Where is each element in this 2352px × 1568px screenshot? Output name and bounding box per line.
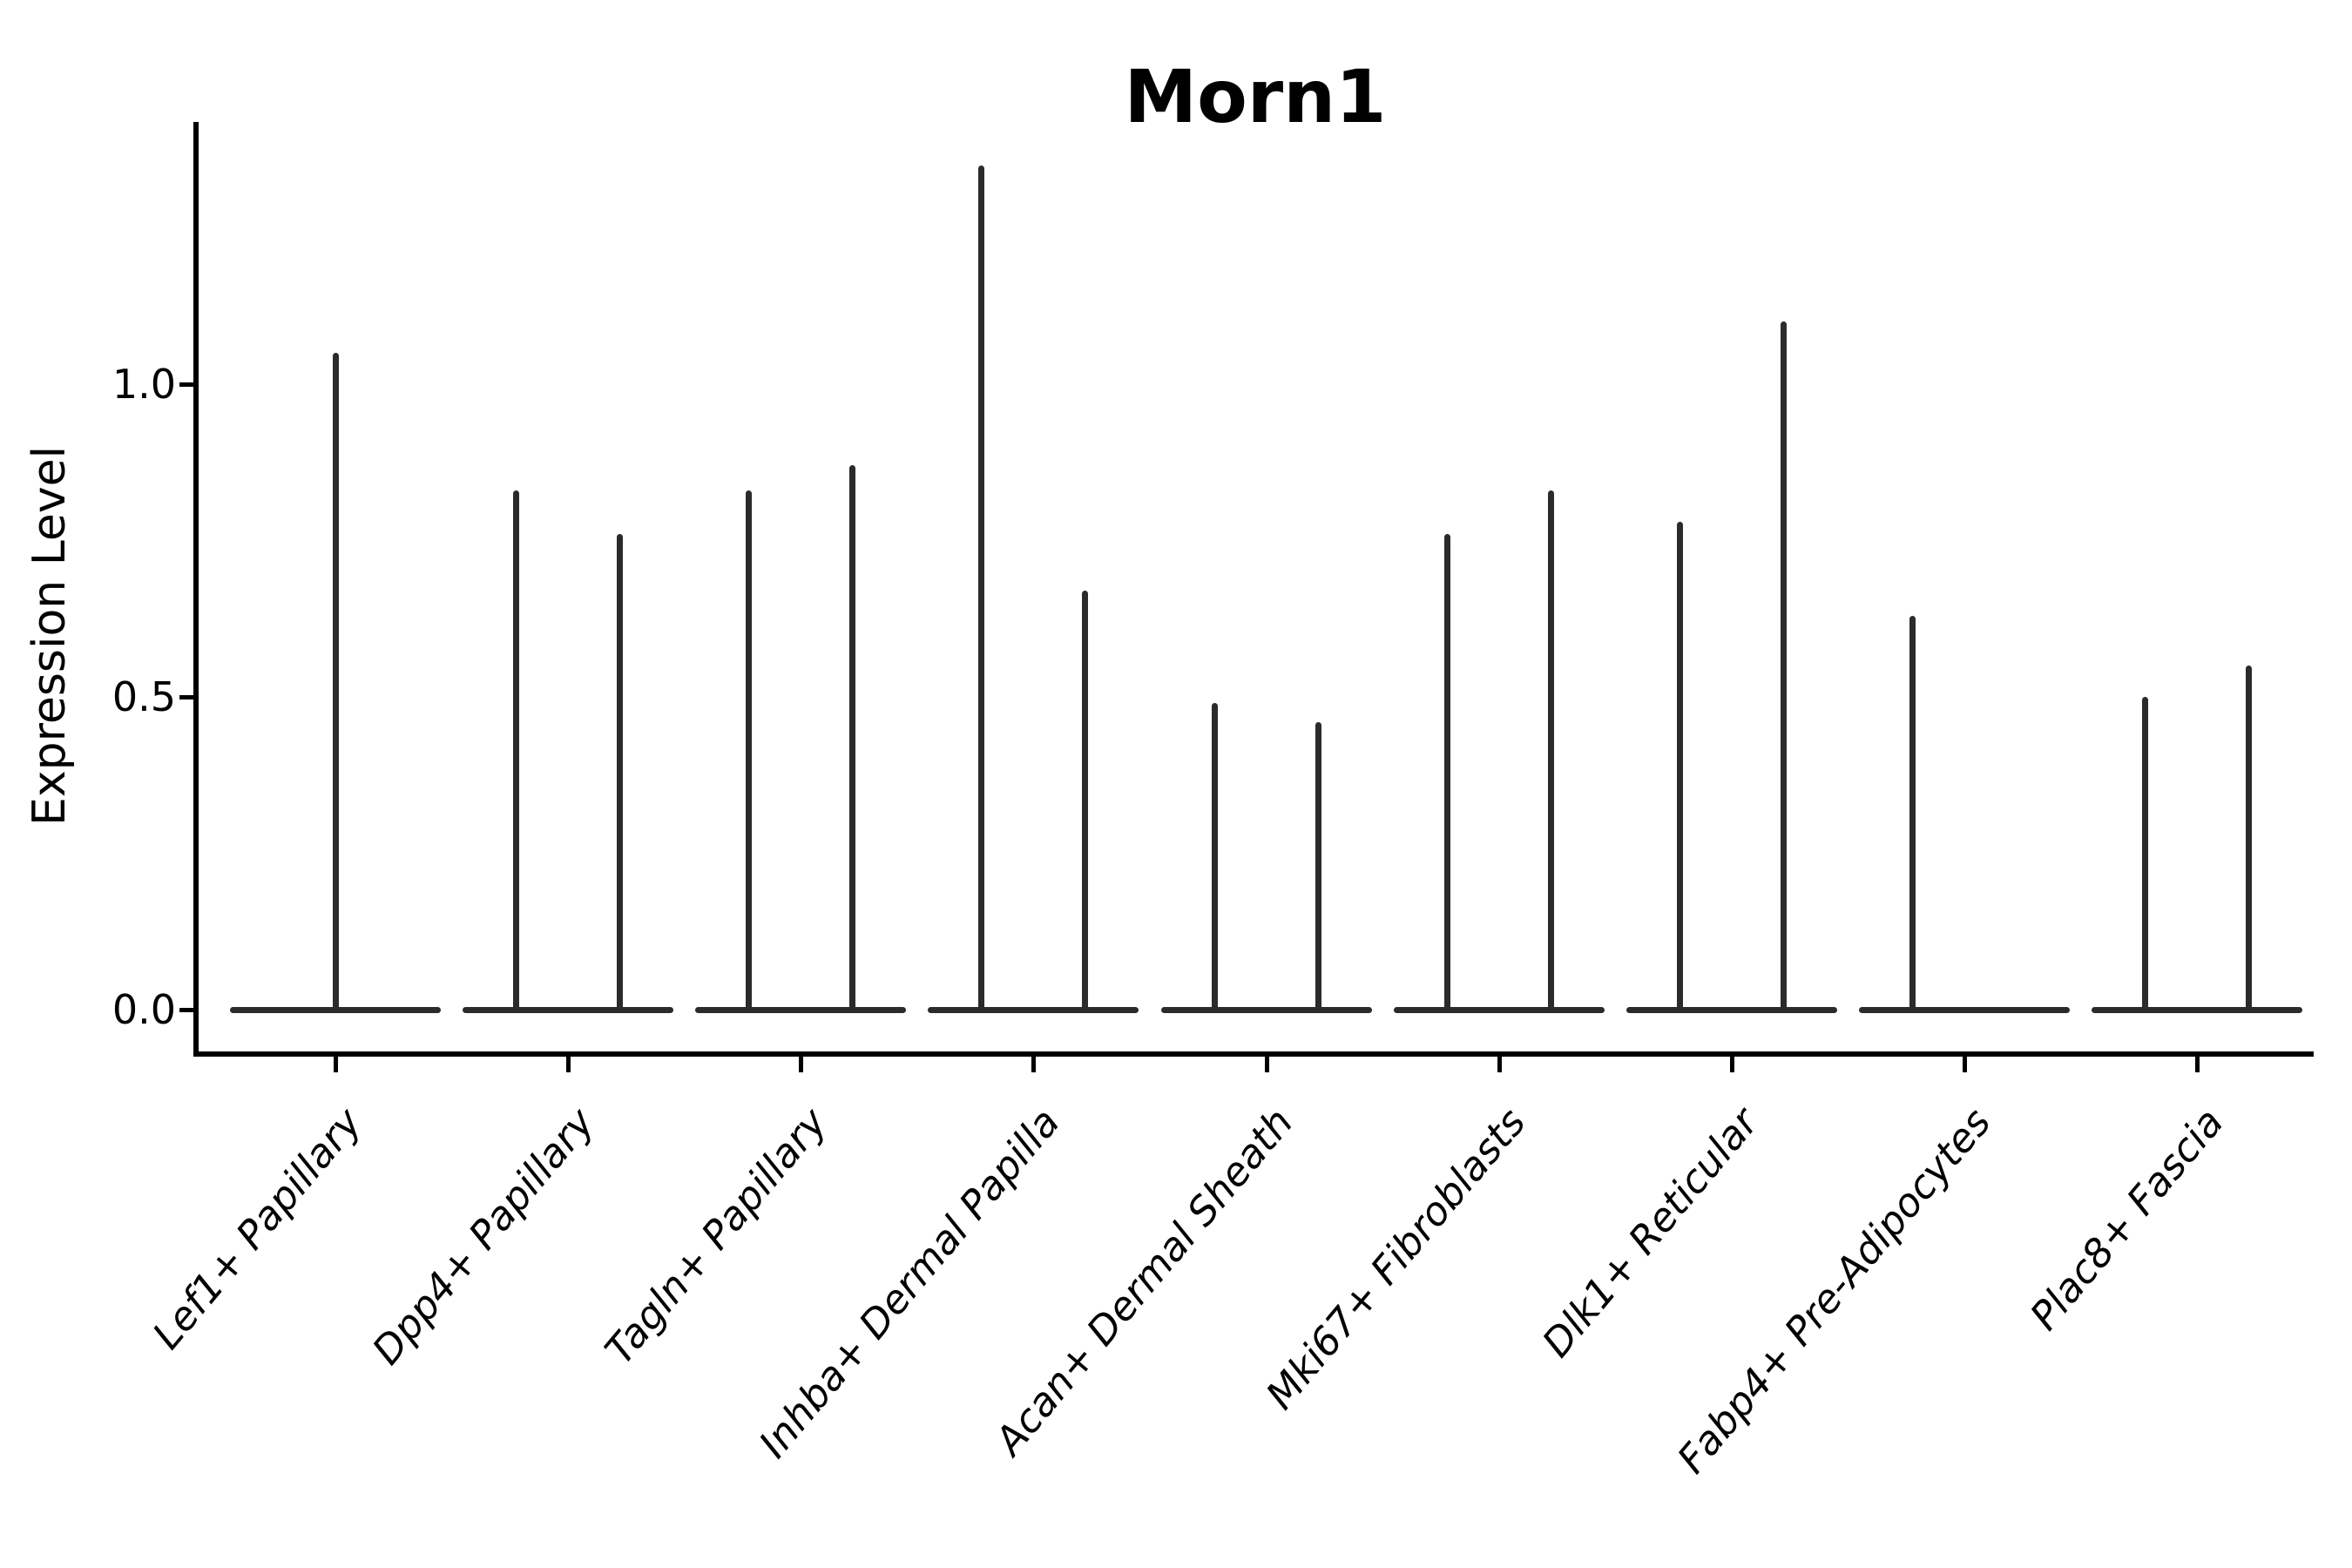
violin-body: [1625, 1006, 1837, 1013]
x-tick-label: Dpp4+ Papillary: [362, 1099, 604, 1374]
y-tick-label: 0.0: [112, 986, 176, 1033]
violin-max-spike: [1315, 721, 1321, 1010]
x-tick-mark: [1729, 1057, 1734, 1072]
x-tick-label: Mki67+ Fibroblasts: [1256, 1099, 1535, 1418]
violin-body: [463, 1006, 674, 1013]
violin-body: [2092, 1006, 2302, 1013]
y-tick-mark: [179, 695, 193, 700]
violin-body: [230, 1006, 441, 1013]
y-tick-mark: [179, 382, 193, 387]
violin-max-spike: [1211, 703, 1218, 1010]
violin-max-spike: [1082, 590, 1089, 1010]
x-tick-mark: [566, 1057, 571, 1072]
x-tick-mark: [1031, 1057, 1037, 1072]
violin-max-spike: [2246, 666, 2252, 1010]
violin-body: [928, 1006, 1139, 1013]
violin-max-spike: [1443, 534, 1450, 1010]
violin-max-spike: [849, 465, 856, 1010]
x-tick-mark: [1497, 1057, 1502, 1072]
violin-max-spike: [617, 534, 624, 1010]
violin-max-spike: [746, 490, 753, 1010]
violin-body: [695, 1006, 907, 1013]
violin-max-spike: [978, 165, 985, 1010]
x-tick-mark: [1264, 1057, 1269, 1072]
y-tick-label: 1.0: [112, 361, 176, 408]
violin-body: [1160, 1006, 1372, 1013]
violin-max-spike: [1780, 321, 1787, 1010]
y-axis-line: [193, 122, 199, 1057]
x-tick-label: Plac8+ Fascia: [2020, 1099, 2233, 1339]
violin-max-spike: [1547, 490, 1554, 1010]
x-tick-label: Tagln+ Papillary: [596, 1099, 836, 1374]
chart-title: Morn1: [1124, 54, 1387, 139]
y-axis-label: Expression Level: [24, 445, 76, 827]
violin-max-spike: [332, 353, 339, 1010]
x-tick-mark: [799, 1057, 804, 1072]
violin-max-spike: [2142, 697, 2148, 1010]
violin-body: [1858, 1006, 2070, 1013]
violin-max-spike: [1676, 521, 1683, 1010]
x-tick-label: Dlk1+ Reticular: [1532, 1099, 1767, 1366]
x-tick-mark: [1962, 1057, 1967, 1072]
x-tick-mark: [2195, 1057, 2200, 1072]
x-tick-label: Lef1+ Papillary: [143, 1099, 371, 1358]
violin-max-spike: [1909, 615, 1916, 1010]
x-tick-mark: [334, 1057, 338, 1072]
y-tick-mark: [179, 1008, 193, 1012]
y-tick-label: 0.5: [112, 673, 176, 720]
violin-max-spike: [513, 490, 520, 1010]
x-axis-line: [193, 1051, 2314, 1057]
violin-body: [1393, 1006, 1605, 1013]
